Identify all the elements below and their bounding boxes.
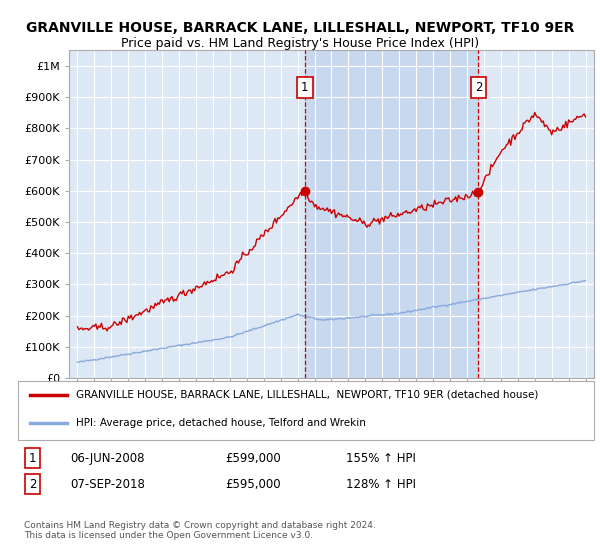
Text: 155% ↑ HPI: 155% ↑ HPI — [346, 451, 416, 465]
Text: Price paid vs. HM Land Registry's House Price Index (HPI): Price paid vs. HM Land Registry's House … — [121, 37, 479, 50]
Text: 1: 1 — [301, 81, 308, 94]
Text: 1: 1 — [29, 451, 36, 465]
Text: 2: 2 — [475, 81, 482, 94]
Text: 128% ↑ HPI: 128% ↑ HPI — [346, 478, 416, 491]
Text: GRANVILLE HOUSE, BARRACK LANE, LILLESHALL, NEWPORT, TF10 9ER: GRANVILLE HOUSE, BARRACK LANE, LILLESHAL… — [26, 21, 574, 35]
Text: £595,000: £595,000 — [226, 478, 281, 491]
Text: 06-JUN-2008: 06-JUN-2008 — [70, 451, 145, 465]
Text: HPI: Average price, detached house, Telford and Wrekin: HPI: Average price, detached house, Telf… — [76, 418, 365, 428]
Text: 2: 2 — [29, 478, 36, 491]
Text: GRANVILLE HOUSE, BARRACK LANE, LILLESHALL,  NEWPORT, TF10 9ER (detached house): GRANVILLE HOUSE, BARRACK LANE, LILLESHAL… — [76, 390, 538, 400]
Text: Contains HM Land Registry data © Crown copyright and database right 2024.
This d: Contains HM Land Registry data © Crown c… — [24, 521, 376, 540]
Text: £599,000: £599,000 — [226, 451, 281, 465]
Text: 07-SEP-2018: 07-SEP-2018 — [70, 478, 145, 491]
Bar — [305, 50, 478, 378]
FancyBboxPatch shape — [18, 381, 594, 440]
